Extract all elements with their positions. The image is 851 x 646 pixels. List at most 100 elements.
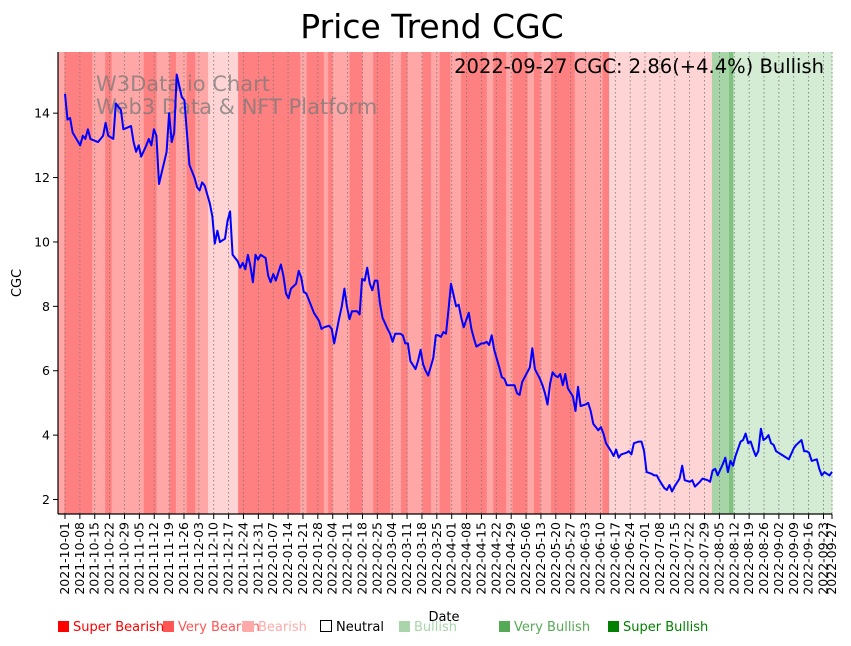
x-tick-label: 2022-07-01: [637, 522, 652, 595]
regime-band-very-bearish: [328, 52, 333, 514]
regime-band-very-bearish: [493, 52, 507, 514]
legend-swatch: [320, 620, 332, 632]
x-tick-label: 2021-12-10: [206, 522, 221, 595]
regime-band-bearish: [323, 52, 329, 514]
x-tick-label: 2021-10-01: [57, 522, 72, 595]
y-axis-label: CGC: [10, 269, 25, 297]
regime-band-bearish: [431, 52, 441, 514]
x-tick-label: 2022-09-09: [786, 522, 801, 595]
regime-band-bearish: [407, 52, 423, 514]
legend-label: Very Bullish: [514, 620, 591, 635]
x-tick-label: 2022-04-29: [503, 522, 518, 595]
regime-band-very-bearish: [186, 52, 196, 514]
regime-band-very-bearish: [602, 52, 610, 514]
watermark-line-2: Web3 Data & NFT Platform: [96, 95, 377, 119]
regime-band-very-bearish: [349, 52, 363, 514]
regime-band-bearish: [362, 52, 374, 514]
regime-band-very-bearish: [461, 52, 488, 514]
x-tick-label: 2022-02-18: [354, 522, 369, 595]
regime-band-very-bearish: [373, 52, 391, 514]
legend-label: Very Bearish: [178, 620, 260, 635]
x-tick-label: 2022-01-07: [265, 522, 280, 595]
legend-label: Bullish: [414, 620, 458, 635]
x-tick-label: 2022-03-25: [429, 522, 444, 595]
x-tick-label: 2022-03-04: [384, 522, 399, 595]
x-tick-label: 2022-08-05: [711, 522, 726, 595]
legend-swatch: [399, 621, 410, 632]
x-tick-label: 2021-12-24: [235, 522, 250, 595]
x-tick-label: 2022-04-22: [488, 522, 503, 595]
x-tick-label: 2022-05-20: [548, 522, 563, 595]
x-tick-label: 2022-06-17: [607, 522, 622, 595]
x-tick-label: 2022-01-28: [310, 522, 325, 595]
x-tick-label: 2022-02-11: [340, 522, 355, 595]
x-tick-label: 2022-04-01: [444, 522, 459, 595]
x-tick-label: 2021-10-15: [87, 522, 102, 595]
regime-band-bearish: [486, 52, 494, 514]
x-tick-label: 2022-07-29: [697, 522, 712, 595]
legend: Super Bearish Very Bearish Bearish Neutral B…: [0, 620, 851, 640]
legend-swatch: [58, 621, 69, 632]
regime-band-bearish: [540, 52, 552, 514]
regime-band-very-bearish: [238, 52, 301, 514]
y-tick-label: 2: [42, 492, 50, 507]
x-tick-label: 2022-08-19: [741, 522, 756, 595]
regime-band-very-bearish: [64, 52, 93, 514]
y-tick-label: 10: [34, 234, 50, 249]
x-tick-label: 2022-06-10: [592, 522, 607, 595]
watermark: W3Data.io Chart Web3 Data & NFT Platform: [96, 72, 377, 119]
x-tick-label: 2022-02-25: [369, 522, 384, 595]
legend-item-bullish: Bullish: [399, 620, 457, 635]
regime-band-very-bearish: [143, 52, 158, 514]
regime-band-very-bearish: [306, 52, 325, 514]
x-tick-label: 2021-12-03: [191, 522, 206, 595]
regime-band-bearish: [175, 52, 188, 514]
y-tick-label: 6: [42, 363, 50, 378]
x-tick-label: 2022-04-08: [459, 522, 474, 595]
x-tick-label: 2022-09-02: [771, 522, 786, 595]
x-tick-label: 2022-04-15: [473, 522, 488, 595]
y-ticks: 2 4 6 8 10 12 14: [34, 106, 58, 507]
legend-label: Super Bullish: [623, 620, 709, 635]
x-tick-label: 2022-09-27: [824, 522, 839, 595]
legend-item-bearish: Bearish: [243, 620, 307, 635]
x-tick-label: 2021-11-26: [176, 522, 191, 595]
price-series: [64, 73, 833, 493]
x-tick-label: 2022-08-26: [756, 522, 771, 595]
regime-band-bearish: [527, 52, 535, 514]
regime-band-bearish: [92, 52, 106, 514]
y-tick-label: 4: [42, 428, 50, 443]
regime-band-very-bearish: [422, 52, 432, 514]
regime-band-very-bearish: [401, 52, 408, 514]
x-tick-label: 2022-02-04: [325, 522, 340, 595]
y-tick-label: 14: [34, 106, 50, 121]
regime-band-neutral-bearish: [609, 52, 616, 514]
x-tick-label: 2022-05-06: [518, 522, 533, 595]
legend-item-very-bullish: Very Bullish: [499, 620, 590, 635]
x-tick-label: 2021-11-05: [131, 522, 146, 595]
x-tick-label: 2021-10-29: [116, 522, 131, 595]
regime-band-bearish: [195, 52, 209, 514]
x-tick-label: 2022-07-22: [682, 522, 697, 595]
legend-item-neutral: Neutral: [320, 620, 384, 635]
x-tick-label: 2021-11-19: [161, 522, 176, 595]
y-tick-label: 8: [42, 299, 50, 314]
regime-band-bearish: [574, 52, 604, 514]
legend-swatch: [243, 621, 254, 632]
axes: [57, 52, 832, 515]
regime-band-bearish: [156, 52, 170, 514]
x-tick-label: 2022-09-23: [816, 522, 831, 595]
regime-bands: [58, 52, 833, 514]
x-ticks: 2021-10-01 2021-10-08 2021-10-15 2021-10-22…: [57, 514, 839, 595]
x-tick-label: 2022-01-14: [280, 522, 295, 595]
x-tick-label: 2021-12-17: [221, 522, 236, 595]
regime-band-very-bearish: [533, 52, 541, 514]
x-tick-label: 2021-11-12: [146, 522, 161, 595]
latest-price-annotation: 2022-09-27 CGC: 2.86(+4.4%) Bullish: [454, 55, 824, 78]
regime-band-very-bearish: [439, 52, 451, 514]
regime-band-very-bearish: [512, 52, 529, 514]
chart-title: Price Trend CGC: [300, 7, 563, 46]
x-tick-label: 2021-10-22: [102, 522, 117, 595]
legend-label: Super Bearish: [73, 620, 165, 635]
